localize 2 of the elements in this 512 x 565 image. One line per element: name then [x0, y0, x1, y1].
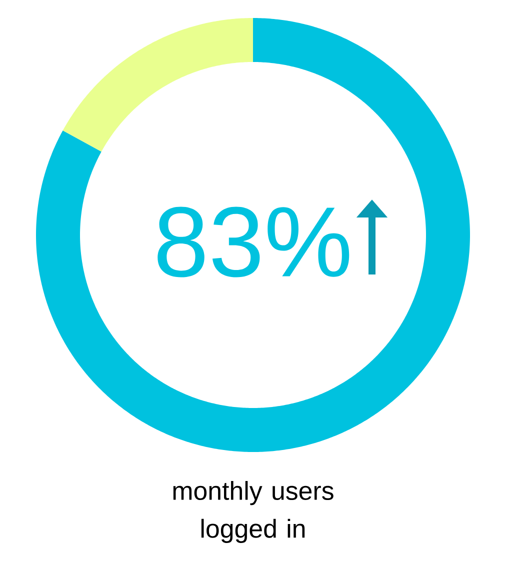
data-label: 83%	[158, 206, 350, 278]
text: monthly users logged in	[173, 481, 334, 543]
